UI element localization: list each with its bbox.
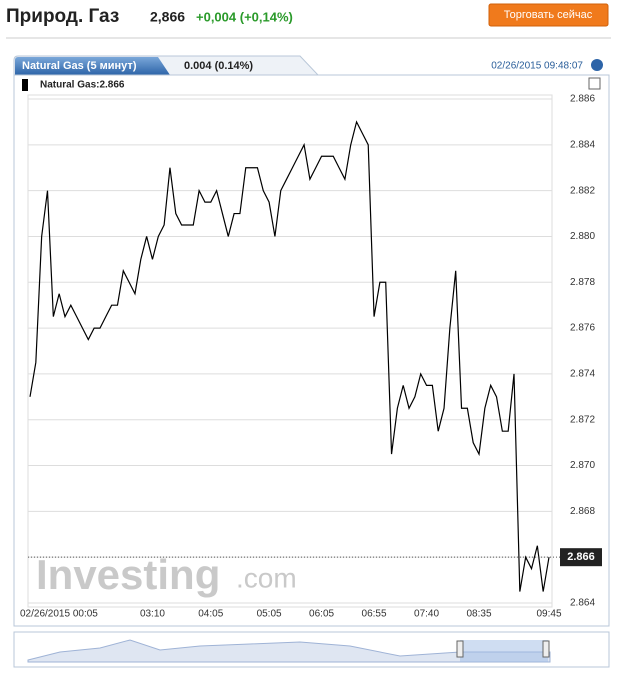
x-tick-label: 06:55: [362, 609, 387, 620]
x-tick-label: 08:35: [467, 609, 492, 620]
x-tick-label: 07:40: [414, 609, 439, 620]
legend-label: Natural Gas:2.866: [40, 80, 125, 91]
price-change: +0,004 (+0,14%): [196, 9, 293, 24]
x-tick-label: 09:45: [536, 609, 561, 620]
navigator-handle[interactable]: [542, 640, 550, 658]
watermark-suffix: .com: [236, 562, 297, 593]
y-tick-label: 2.870: [570, 460, 595, 471]
y-tick-label: 2.874: [570, 369, 595, 380]
x-tick-label: 02/26/2015 00:05: [20, 609, 98, 620]
y-tick-label: 2.872: [570, 414, 595, 425]
plot-area: [27, 94, 553, 608]
navigator-window[interactable]: [460, 640, 548, 662]
timestamp: 02/26/2015 09:48:07: [491, 61, 583, 72]
y-tick-label: 2.868: [570, 506, 595, 517]
y-tick-label: 2.864: [570, 598, 595, 609]
x-tick-label: 04:05: [198, 609, 223, 620]
trade-button[interactable]: [488, 3, 609, 27]
tab[interactable]: [15, 57, 170, 75]
y-tick-label: 2.886: [570, 94, 595, 105]
tab-change: 0.004 (0.14%): [184, 60, 253, 72]
y-tick-label: 2.882: [570, 185, 595, 196]
y-tick-label: 2.876: [570, 323, 595, 334]
x-tick-label: 06:05: [309, 609, 334, 620]
y-tick-label: 2.884: [570, 139, 595, 150]
instrument-title: Природ. Газ: [6, 6, 119, 27]
minimize-button[interactable]: [588, 77, 601, 90]
price: 2,866: [150, 9, 185, 25]
y-tick-label: 2.880: [570, 231, 595, 242]
x-tick-label: 03:10: [140, 609, 165, 620]
watermark: Investing: [36, 551, 220, 598]
tab-title[interactable]: Natural Gas (5 минут): [22, 60, 137, 72]
navigator-area: [27, 639, 551, 663]
refresh-icon[interactable]: [591, 59, 603, 71]
last-price-label: 2.866: [567, 551, 595, 563]
trade-button-label[interactable]: Торговать сейчас: [504, 9, 593, 21]
navigator-handle[interactable]: [456, 640, 464, 658]
x-tick-label: 05:05: [257, 609, 282, 620]
price-line: [29, 120, 550, 592]
last-price-box: [560, 548, 602, 567]
legend-swatch: [22, 79, 28, 91]
marks: 2.864 2.866 2.868 2.870 2.872 2.874 2.876 2.878…: [20, 94, 602, 620]
y-tick-label: 2.878: [570, 277, 595, 288]
